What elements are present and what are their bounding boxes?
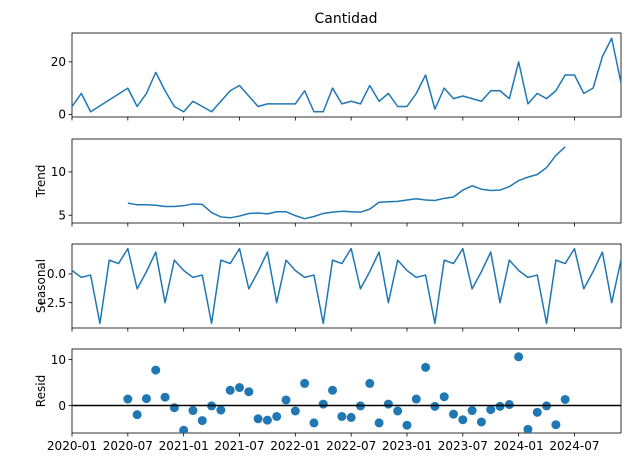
resid-point [458, 415, 468, 425]
resid-point [309, 418, 319, 428]
series-cantidad [72, 37, 621, 113]
axes-frame [71, 348, 622, 434]
resid-point [318, 399, 328, 409]
resid-point [337, 411, 347, 421]
series-resid [123, 352, 570, 433]
resid-point [560, 394, 570, 404]
resid-point [476, 417, 486, 427]
resid-point [244, 387, 254, 397]
y-tick-label: 10 [51, 353, 66, 367]
panel-cantidad: 0 20 [51, 32, 622, 122]
resid-point [514, 352, 524, 362]
resid-point [532, 407, 542, 417]
x-tick-label: 2022-01 [270, 439, 320, 453]
y-tick-label: 5 [58, 209, 66, 223]
x-tick-label: 2021-01 [159, 439, 209, 453]
y-axis-label: Seasonal [34, 259, 48, 313]
y-axis-label: Resid [34, 375, 48, 407]
resid-point [551, 420, 561, 430]
y-axis-label: Trend [34, 165, 48, 199]
resid-point [430, 401, 440, 411]
resid-point [467, 406, 477, 416]
resid-point [300, 378, 310, 388]
resid-point [393, 406, 403, 416]
series-line [72, 247, 621, 325]
x-tick-label: 2020-07 [103, 439, 153, 453]
series-line [72, 37, 621, 113]
x-tick-label: 2020-01 [47, 439, 97, 453]
resid-point [328, 385, 338, 395]
resid-point [449, 409, 459, 419]
resid-point [234, 383, 244, 393]
y-tick-label: 0 [58, 399, 66, 413]
resid-point [421, 362, 431, 372]
resid-point [169, 403, 179, 413]
resid-point [132, 410, 142, 420]
resid-point [253, 414, 263, 424]
resid-point [225, 385, 235, 395]
resid-point [188, 406, 198, 416]
resid-point [346, 412, 356, 422]
resid-point [523, 424, 533, 433]
axes-frame [71, 32, 622, 118]
resid-point [160, 392, 170, 402]
y-tick-label: 10 [51, 165, 66, 179]
resid-point [486, 405, 496, 415]
resid-point [365, 378, 375, 388]
resid-point [272, 411, 282, 421]
resid-point [402, 420, 412, 430]
resid-point [290, 406, 300, 416]
x-tick-label: 2023-07 [438, 439, 488, 453]
resid-point [141, 394, 151, 404]
resid-point [411, 394, 421, 404]
resid-point [504, 400, 514, 410]
y-tick-label: 0 [58, 108, 66, 122]
series-trend [127, 146, 566, 220]
resid-point [123, 394, 133, 404]
x-tick-label: 2024-01 [494, 439, 544, 453]
x-axis-tick-labels: 2020-01 2020-07 2021-01 2021-07 2022-01 2022-… [47, 439, 600, 453]
y-tick-label: 0.0 [47, 267, 66, 281]
x-tick-label: 2023-01 [382, 439, 432, 453]
x-tick-label: 2024-07 [549, 439, 599, 453]
axes-frame [71, 138, 622, 224]
resid-point [281, 395, 291, 405]
resid-point [262, 415, 272, 425]
series-line [127, 146, 566, 220]
resid-point [216, 405, 226, 415]
resid-point [151, 365, 161, 375]
figure-title: Cantidad [315, 11, 378, 27]
resid-point [197, 416, 207, 426]
resid-point [374, 418, 384, 428]
y-tick-label: −2.5 [37, 296, 66, 310]
resid-point [495, 401, 505, 411]
y-tick-label: 20 [51, 55, 66, 69]
resid-point [383, 399, 393, 409]
x-tick-label: 2021-07 [214, 439, 264, 453]
resid-point [439, 392, 449, 402]
axes-frame [71, 243, 622, 329]
series-seasonal [72, 247, 621, 325]
resid-point [179, 425, 189, 433]
x-tick-label: 2022-07 [326, 439, 376, 453]
